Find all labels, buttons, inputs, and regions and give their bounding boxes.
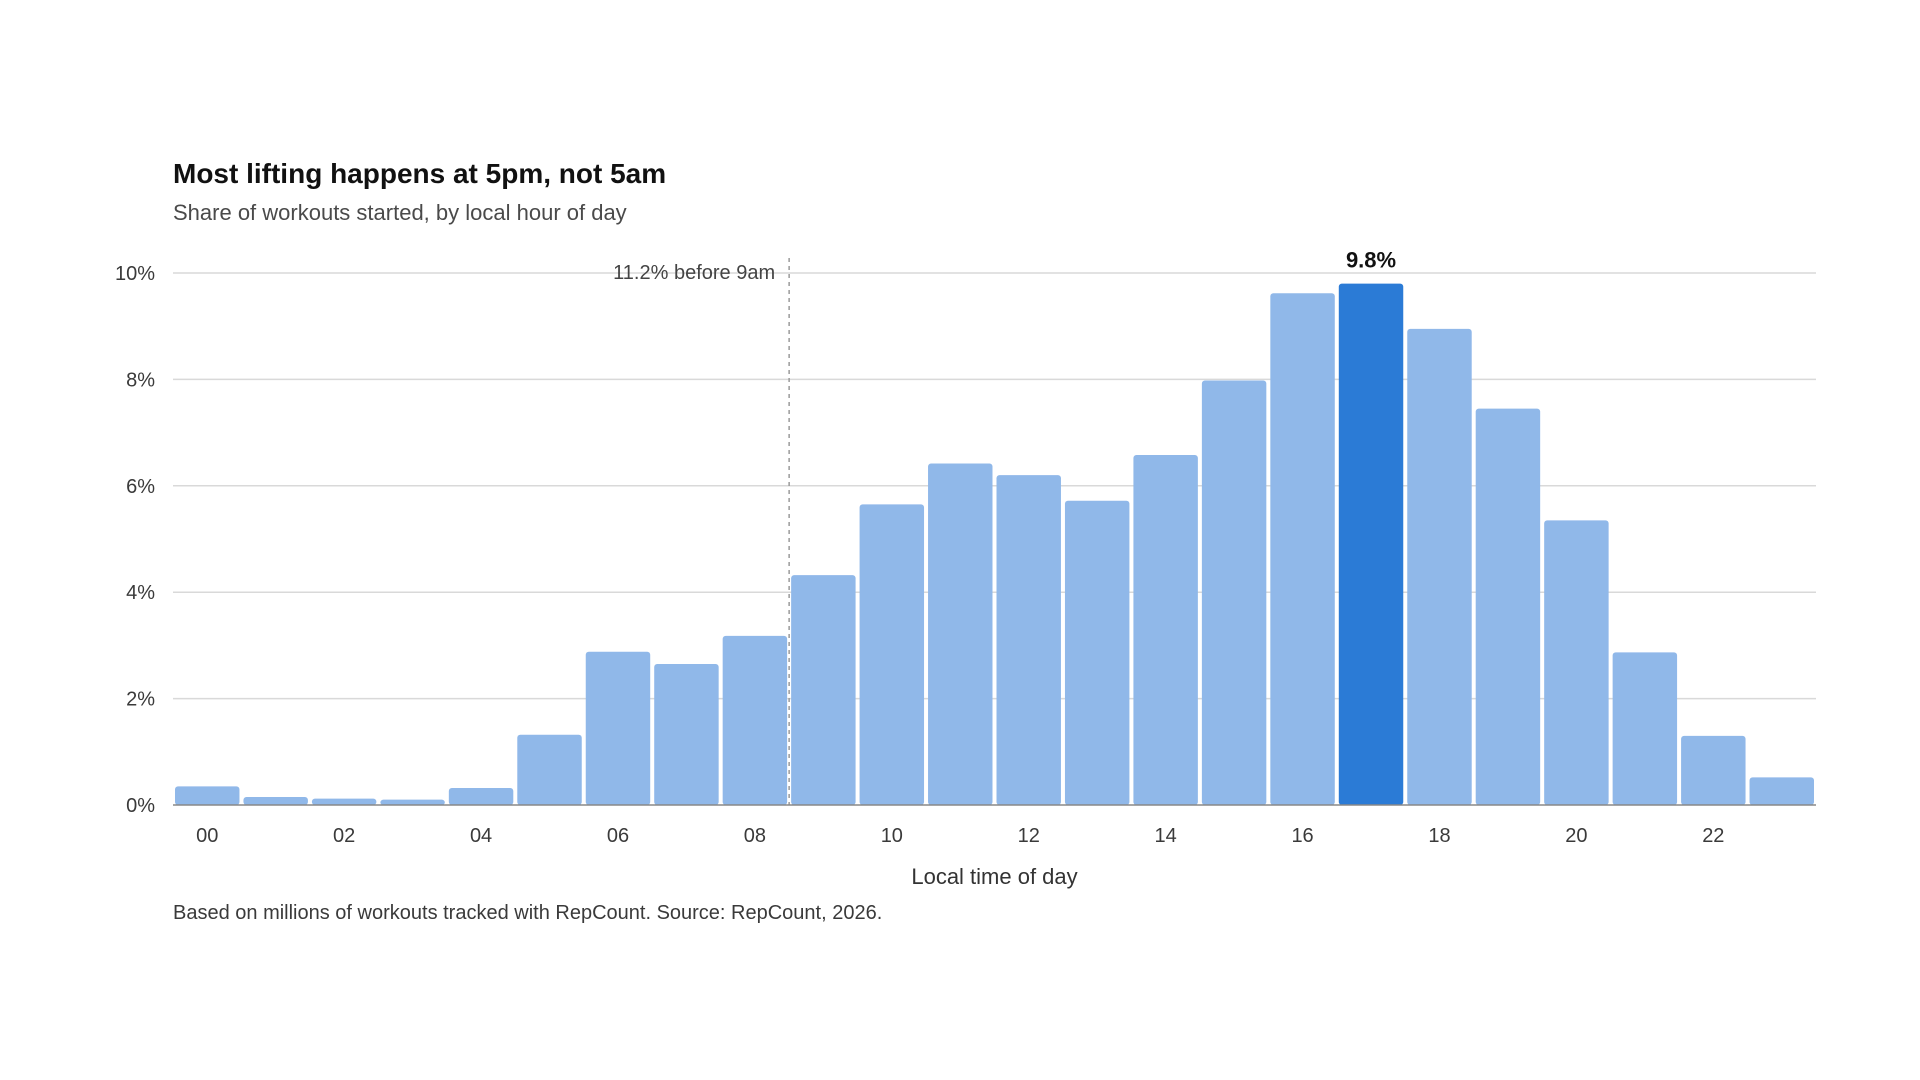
x-tick-label: 06 — [607, 825, 629, 847]
bar — [859, 504, 925, 805]
bar — [517, 734, 582, 805]
annotation-label: 11.2% before 9am — [613, 262, 775, 284]
gridlines — [173, 272, 1816, 700]
x-tick-label: 10 — [881, 825, 903, 847]
y-tick-label: 0% — [126, 795, 155, 817]
bars — [175, 283, 1814, 805]
bar — [722, 635, 788, 805]
bar-highlight — [1338, 283, 1404, 805]
bar — [791, 575, 856, 805]
bar — [1475, 408, 1541, 805]
bar — [1270, 293, 1335, 805]
bar — [996, 475, 1061, 805]
peak-value-label: 9.8% — [1346, 248, 1396, 273]
bar — [928, 463, 993, 805]
bar — [380, 799, 445, 805]
bar — [311, 798, 377, 805]
bar — [585, 651, 651, 805]
bar — [1407, 328, 1472, 805]
x-axis-title: Local time of day — [911, 864, 1077, 889]
annotation: 11.2% before 9am — [613, 258, 790, 805]
y-tick-label: 8% — [126, 369, 155, 391]
x-tick-label: 04 — [470, 825, 492, 847]
bar — [1133, 454, 1198, 805]
chart-footnote: Based on millions of workouts tracked wi… — [173, 902, 883, 924]
bar — [175, 786, 240, 805]
bar — [1681, 735, 1746, 805]
y-tick-label: 6% — [126, 476, 155, 498]
y-axis-ticks: 0% 2% 4% 6% 8% 10% — [115, 263, 155, 817]
bar — [1544, 520, 1609, 805]
x-tick-label: 00 — [196, 825, 218, 847]
y-tick-label: 4% — [126, 582, 155, 604]
chart-title: Most lifting happens at 5pm, not 5am — [173, 158, 667, 189]
bar — [654, 664, 719, 805]
x-tick-label: 14 — [1155, 825, 1177, 847]
bar — [1749, 777, 1814, 805]
x-tick-label: 16 — [1291, 825, 1313, 847]
bar — [1064, 500, 1130, 805]
x-tick-label: 22 — [1702, 825, 1724, 847]
y-tick-label: 2% — [126, 689, 155, 711]
y-tick-label: 10% — [115, 263, 155, 285]
x-tick-label: 08 — [744, 825, 766, 847]
bar — [448, 787, 514, 805]
x-tick-label: 02 — [333, 825, 355, 847]
chart-subtitle: Share of workouts started, by local hour… — [173, 200, 627, 225]
bar — [243, 797, 308, 805]
x-tick-label: 18 — [1428, 825, 1450, 847]
x-tick-label: 20 — [1565, 825, 1587, 847]
bar — [1612, 652, 1678, 805]
x-axis-ticks: 00 02 04 06 08 10 12 14 16 18 20 22 — [196, 825, 1724, 847]
x-tick-label: 12 — [1018, 825, 1040, 847]
bar — [1201, 380, 1267, 805]
